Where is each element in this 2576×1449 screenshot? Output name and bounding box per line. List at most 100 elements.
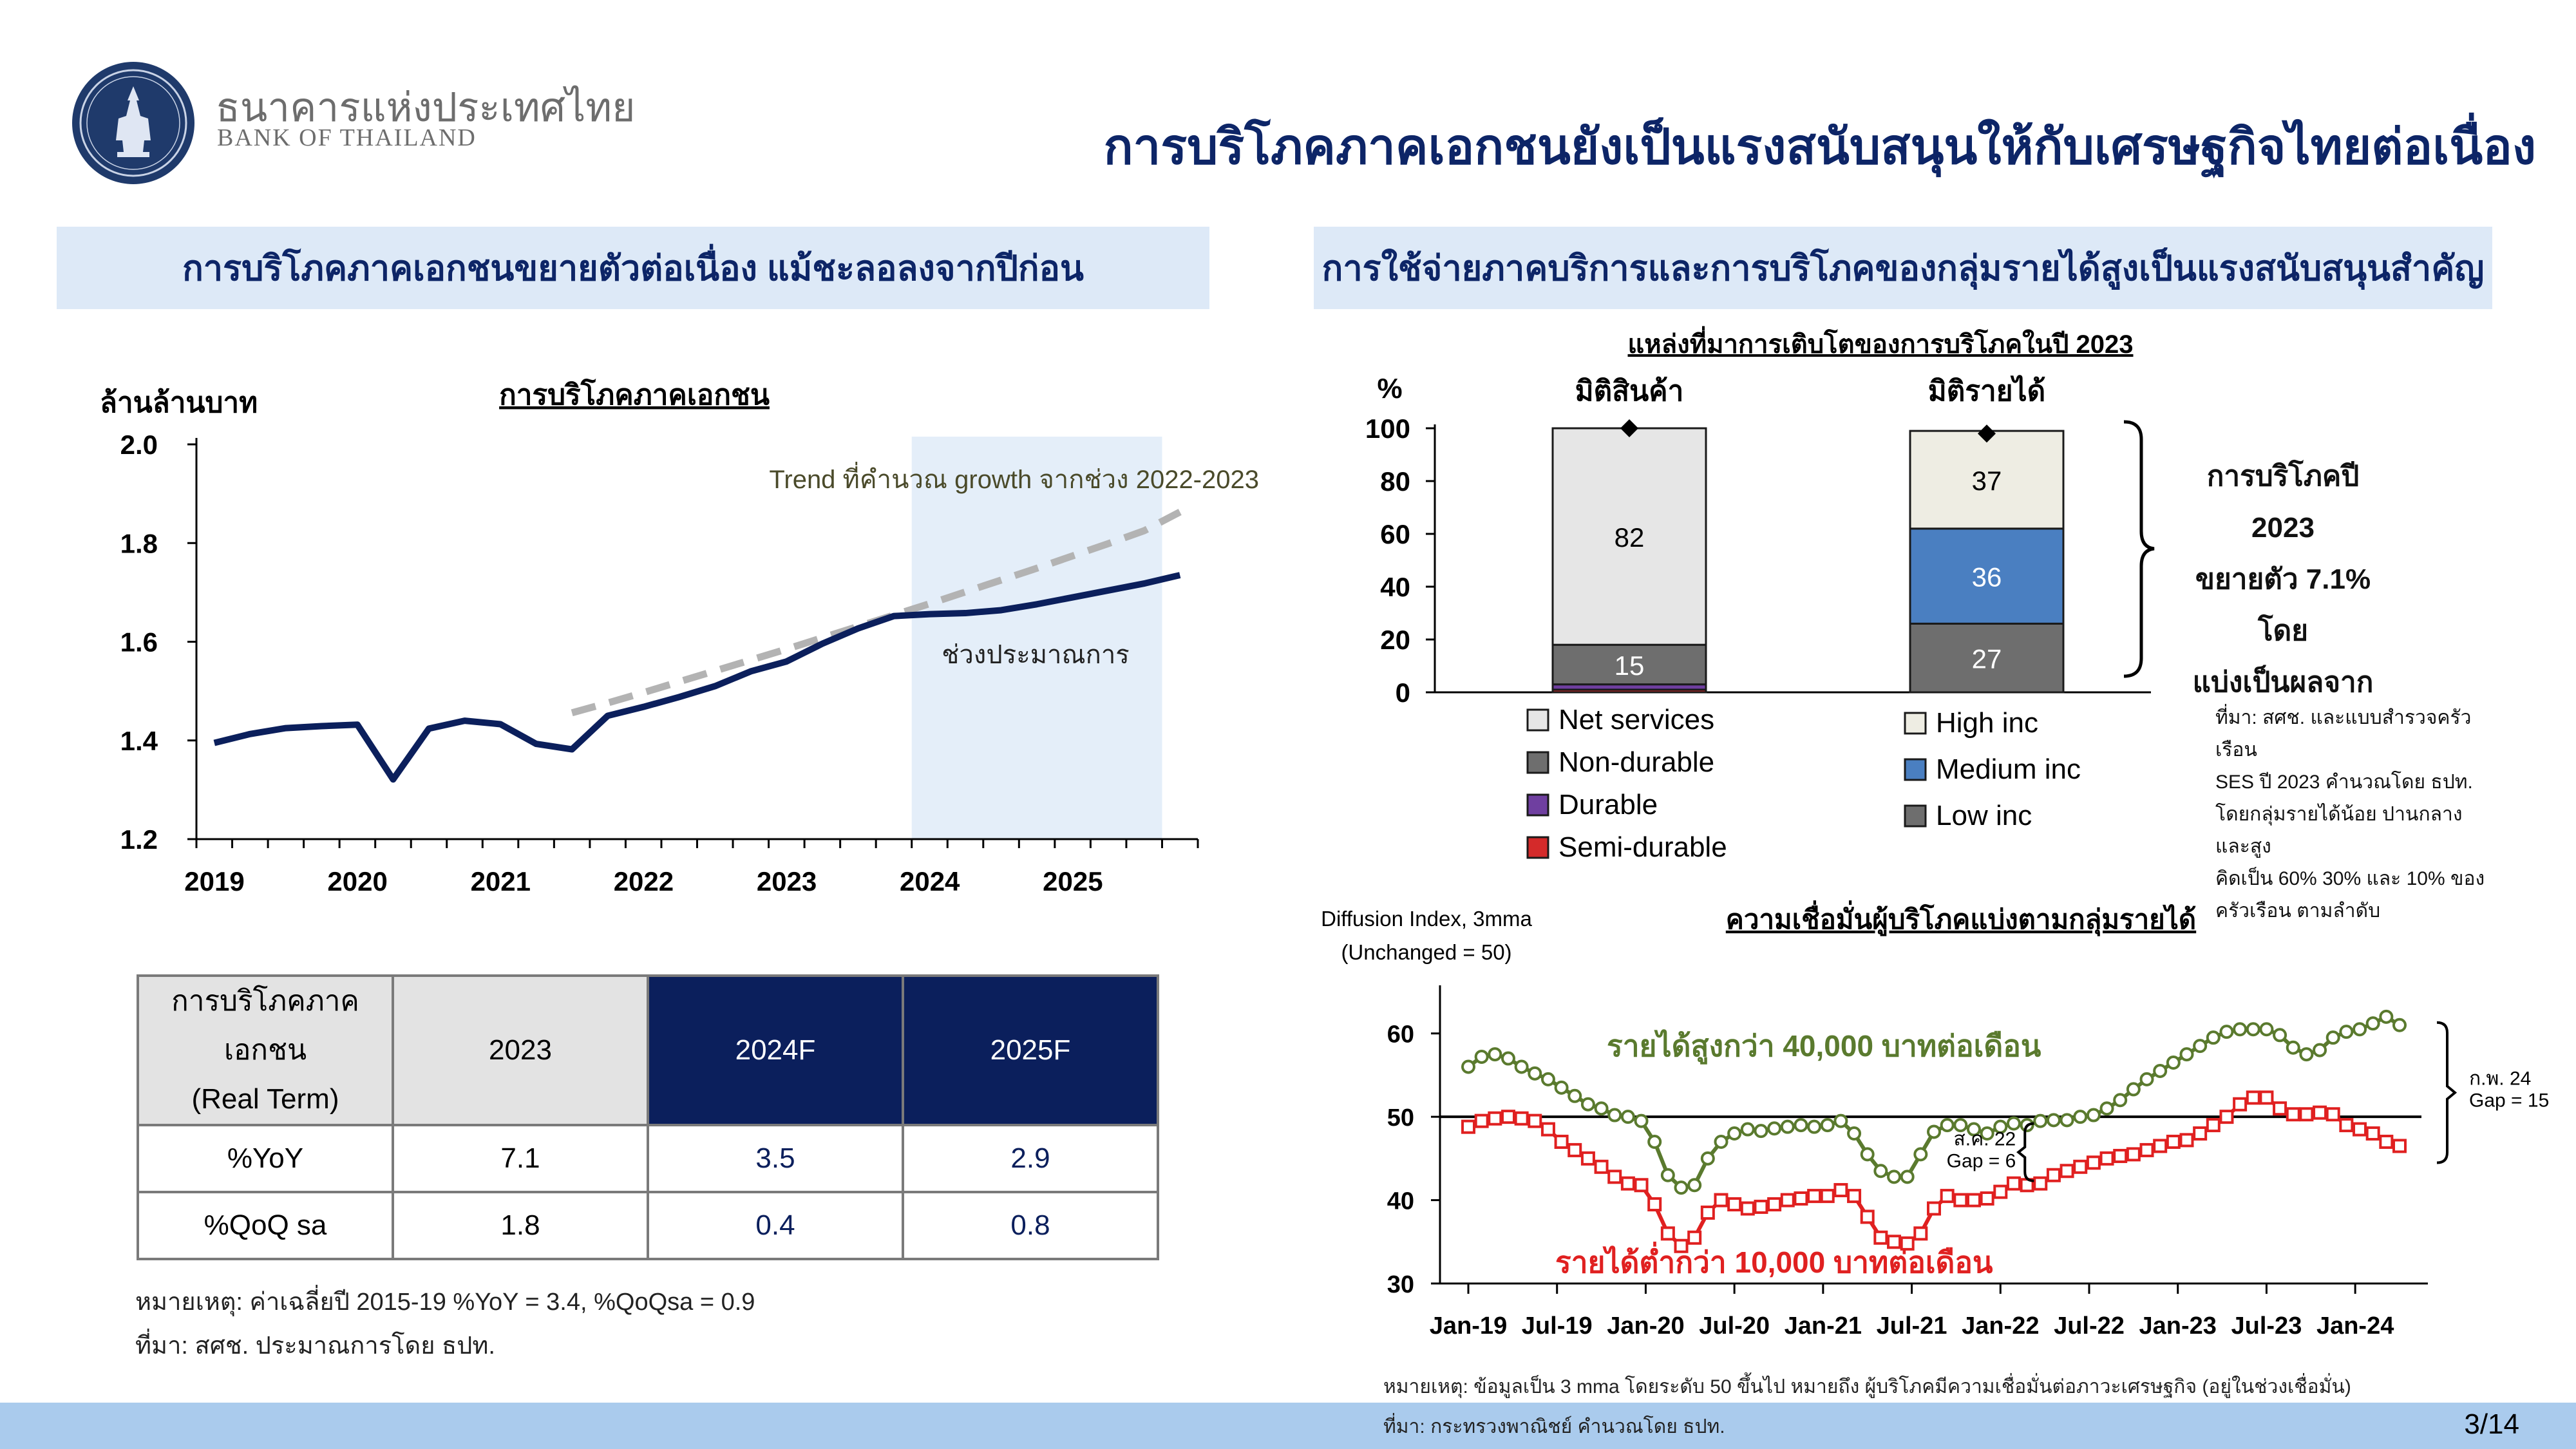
forecast-table: การบริโภคภาคเอกชน (Real Term) 2023 2024F… [137, 974, 1159, 1260]
category-label-goods: มิติสินค้า [1575, 375, 1684, 407]
series-point [2273, 1101, 2287, 1116]
series-point [1980, 1126, 1994, 1141]
series-point [1807, 1119, 1822, 1134]
table-cell: 2.9 [902, 1124, 1159, 1193]
bar-segment-high-inc [1909, 430, 2065, 530]
series-point [1953, 1118, 1968, 1133]
series-point [2206, 1118, 2221, 1133]
y-tick-label: 100 [1365, 413, 1410, 444]
series-point [1700, 1151, 1715, 1166]
series-point [1847, 1126, 1862, 1141]
legend-swatch [1904, 758, 1927, 781]
series-point [1540, 1122, 1555, 1137]
series-point [2246, 1090, 2260, 1105]
bank-of-thailand-seal-icon [72, 62, 194, 184]
gap-label-line1: ก.พ. 24 [2469, 1068, 2531, 1090]
series-point [1567, 1142, 1582, 1157]
series-point [1528, 1066, 1542, 1081]
series-point [2153, 1063, 2168, 1078]
series-point [2139, 1072, 2154, 1086]
series-point [2046, 1113, 2061, 1128]
table-header-line1: การบริโภคภาคเอกชน [171, 985, 359, 1066]
series-point [1794, 1118, 1808, 1133]
legend-label: Semi-durable [1558, 831, 1727, 863]
y-tick-label: 1.6 [120, 627, 158, 658]
bar-data-label: 82 [1615, 522, 1645, 553]
x-tick-label: Jan-21 [1785, 1312, 1862, 1340]
series-point [1474, 1113, 1489, 1128]
series-point [1474, 1049, 1489, 1064]
series-point [1900, 1236, 1915, 1251]
series-point [1740, 1201, 1755, 1216]
left-section-title: การบริโภคภาคเอกชนขยายตัวต่อเนื่อง แม้ชะล… [57, 227, 1209, 309]
series-point [1807, 1189, 1822, 1204]
series-point [1528, 1113, 1542, 1128]
x-tick-label: Jul-23 [2231, 1312, 2302, 1340]
series-point [2219, 1110, 2234, 1124]
x-tick-label: 2021 [471, 866, 531, 896]
series-point [2033, 1113, 2048, 1128]
source-line: ที่มา: สศช. และแบบสำรวจครัวเรือน [2215, 707, 2472, 761]
series-point [1860, 1209, 1875, 1224]
source-line: คิดเป็น 60% 30% และ 10% ของ [2215, 868, 2485, 889]
y-tick-label: 60 [1380, 519, 1410, 549]
y-tick-label: 2.0 [120, 430, 158, 460]
bar-data-label: 15 [1615, 650, 1645, 681]
series-point [1913, 1226, 1928, 1241]
x-tick-label: 2024 [900, 866, 960, 896]
y-tick-label: 0 [1396, 677, 1410, 708]
right-section-title: การใช้จ่ายภาคบริการและการบริโภคของกลุ่มร… [1314, 227, 2492, 309]
series-point [2046, 1168, 2061, 1182]
gap-label-line1: ส.ค. 22 [1953, 1129, 2016, 1150]
x-tick-label: Jul-21 [1877, 1312, 1947, 1340]
series-point [1501, 1051, 1515, 1066]
series-point [2060, 1113, 2074, 1128]
source-line: SES ปี 2023 คำนวณโดย ธปท. [2215, 772, 2473, 793]
x-tick-label: Jan-22 [1962, 1312, 2039, 1340]
table-header-line2: (Real Term) [191, 1083, 339, 1115]
series-point [1980, 1191, 1994, 1206]
legend-swatch [1526, 751, 1549, 774]
series-point [1860, 1147, 1875, 1162]
series-point [1993, 1119, 2008, 1134]
series-point [2033, 1176, 2048, 1191]
forecast-label: ช่วงประมาณการ [942, 641, 1130, 669]
right-footnote: หมายเหตุ: ข้อมูลเป็น 3 mma โดยระดับ 50 ข… [1383, 1376, 2351, 1397]
private-consumption-chart: 1.2 1.4 1.6 1.8 2.0 2019 2020 2021 2022 2023 2024… [100, 377, 1259, 896]
table-col-2025f: 2025F [902, 974, 1159, 1126]
x-tick-label: Jan-23 [2139, 1312, 2217, 1340]
series-point [2086, 1108, 2101, 1122]
chart-title-consumption: การบริโภคภาคเอกชน [499, 377, 770, 411]
series-point [1927, 1124, 1941, 1139]
x-tick-label: Jan-19 [1430, 1312, 1507, 1340]
x-tick-label: 2022 [614, 866, 674, 896]
y-tick-label: 20 [1380, 625, 1410, 655]
series-point [2392, 1139, 2407, 1153]
series-point [2313, 1043, 2327, 1057]
forecast-shade-region [911, 437, 1162, 839]
series-point [2006, 1176, 2021, 1191]
table-header-label: การบริโภคภาคเอกชน (Real Term) [137, 974, 394, 1126]
series-point [2392, 1018, 2407, 1032]
series-point [2073, 1110, 2088, 1124]
legend-label: Non-durable [1558, 746, 1714, 778]
brace-label-line: การบริโภคปี 2023 [2206, 460, 2360, 544]
legend-label: Net services [1558, 704, 1714, 735]
chart-title-confidence: ความเชื่อมั่นผู้บริโภคแบ่งตามกลุ่มรายได้ [1726, 900, 2196, 936]
y-axis-label-line1: Diffusion Index, 3mma [1321, 907, 1532, 931]
series-point [1794, 1191, 1808, 1206]
series-point [1727, 1197, 1742, 1212]
series-point [1953, 1193, 1968, 1208]
series-point [2073, 1159, 2088, 1174]
series-point [2365, 1126, 2380, 1141]
series-point [1594, 1159, 1609, 1174]
legend-swatch [1526, 708, 1549, 732]
y-axis-label: ล้านล้านบาท [100, 387, 258, 419]
series-point [1554, 1080, 1569, 1095]
y-tick-label: 40 [1380, 572, 1410, 602]
series-point [2099, 1101, 2114, 1116]
series-point [1820, 1118, 1835, 1133]
series-point [1461, 1119, 1475, 1134]
series-point [2246, 1022, 2260, 1037]
brace-label: การบริโภคปี 2023 ขยายตัว 7.1% โดย แบ่งเป… [2180, 451, 2386, 708]
